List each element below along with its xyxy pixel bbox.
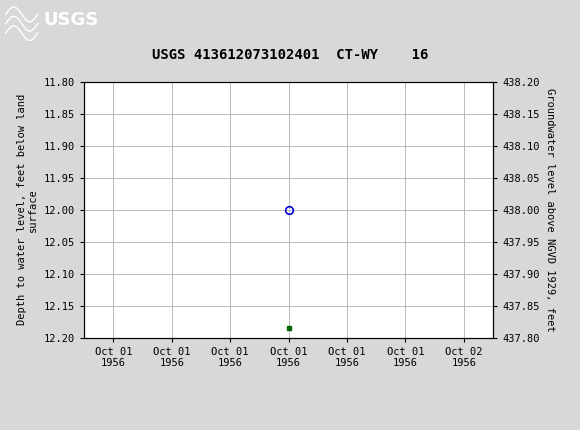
Y-axis label: Depth to water level, feet below land
surface: Depth to water level, feet below land su… [17,94,38,325]
Text: USGS: USGS [44,11,99,29]
Y-axis label: Groundwater level above NGVD 1929, feet: Groundwater level above NGVD 1929, feet [545,88,555,332]
Text: USGS 413612073102401  CT-WY    16: USGS 413612073102401 CT-WY 16 [152,48,428,62]
